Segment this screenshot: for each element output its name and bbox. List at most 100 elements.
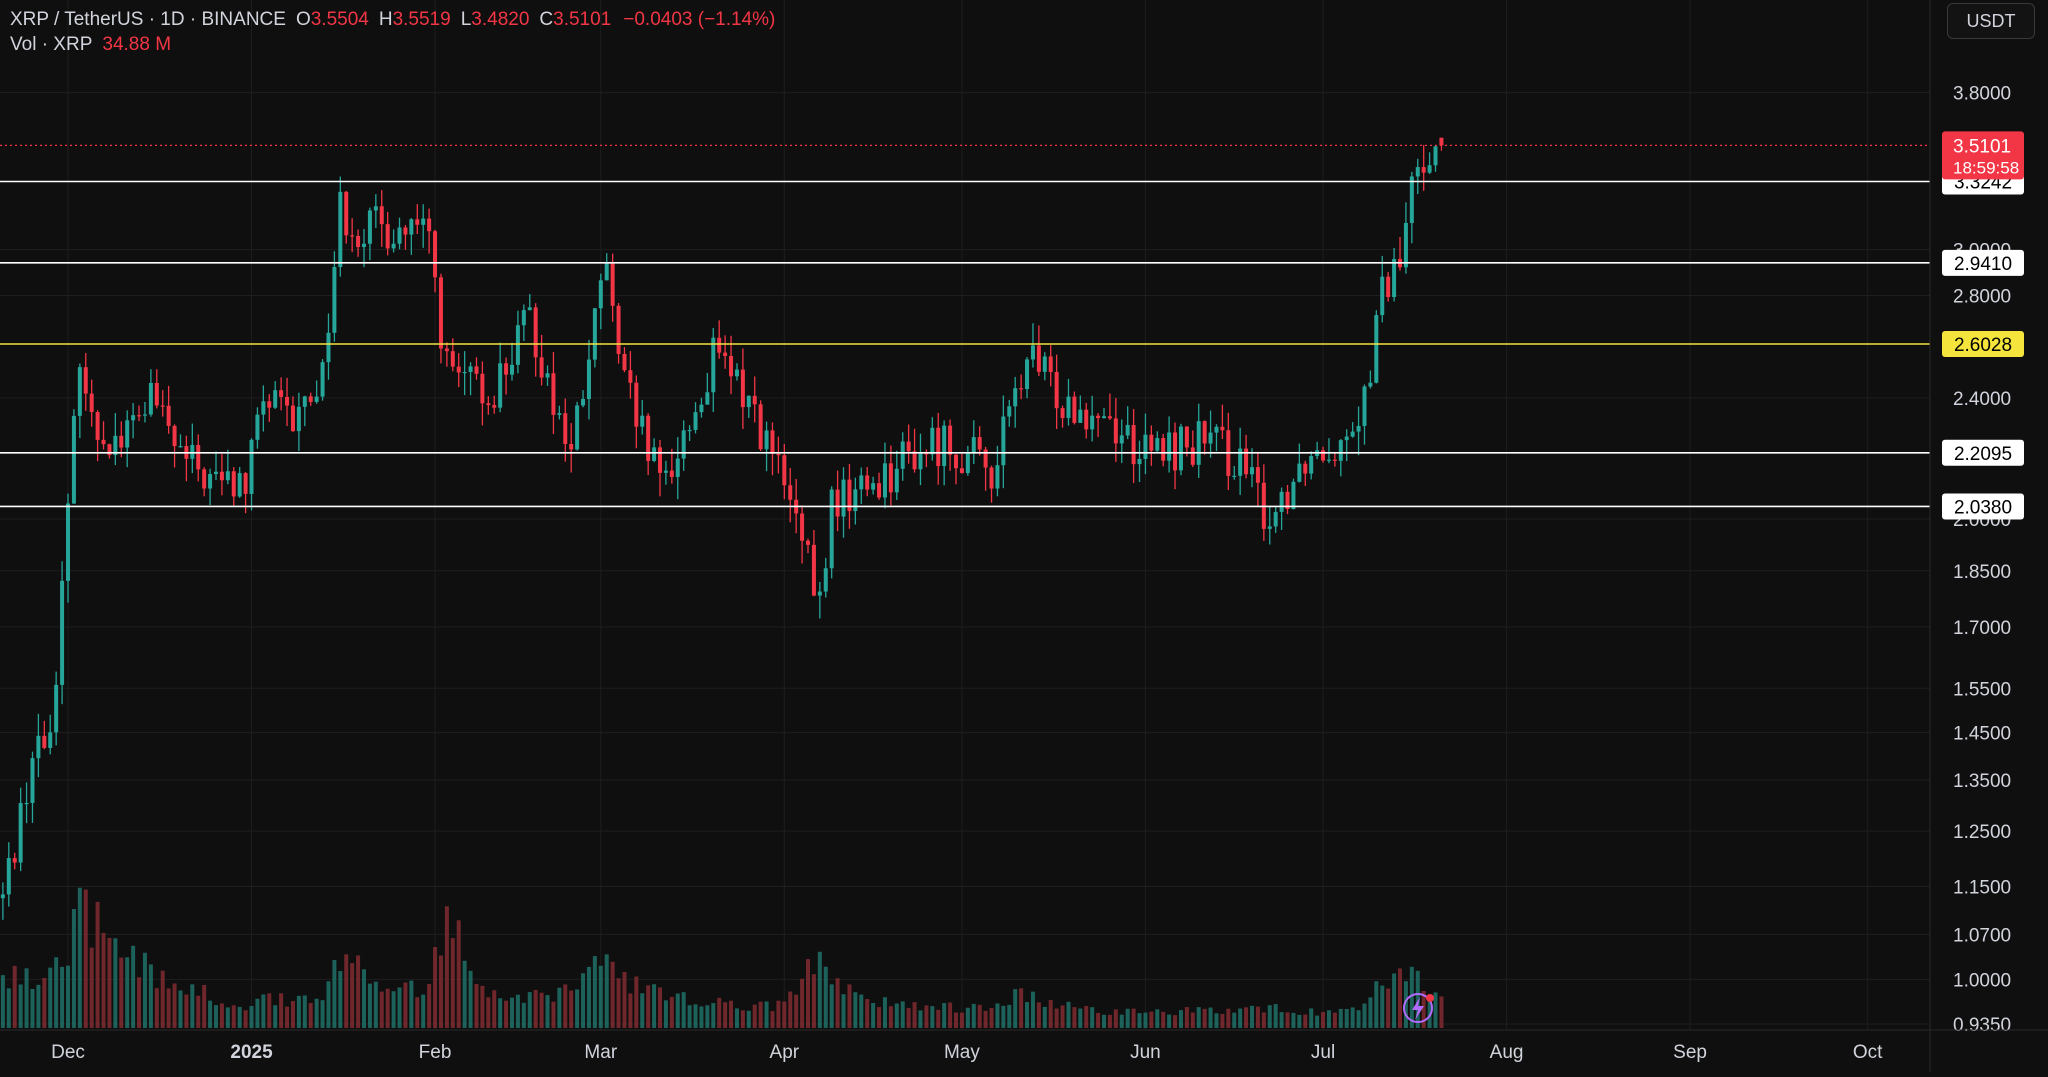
candle-body bbox=[563, 413, 568, 445]
volume-bar bbox=[113, 938, 118, 1028]
volume-bar bbox=[178, 990, 183, 1028]
candle-body bbox=[302, 396, 307, 407]
candle-body bbox=[24, 802, 29, 805]
volume-bar bbox=[1214, 1013, 1219, 1028]
volume-bar bbox=[640, 993, 645, 1028]
y-tick-label: 2.8000 bbox=[1953, 286, 2011, 307]
volume-bar bbox=[871, 1003, 876, 1028]
candle-body bbox=[1214, 426, 1219, 433]
volume-bar bbox=[1344, 1008, 1349, 1028]
x-tick-label: Jul bbox=[1311, 1042, 1335, 1063]
volume-bar bbox=[468, 970, 473, 1028]
x-tick-label: Mar bbox=[584, 1042, 617, 1063]
volume-bar bbox=[1155, 1009, 1160, 1028]
volume-bar bbox=[71, 909, 76, 1028]
candle-body bbox=[918, 452, 923, 470]
candle-body bbox=[847, 479, 852, 512]
volume-bar bbox=[634, 976, 639, 1028]
volume-bar bbox=[36, 984, 41, 1028]
candle-body bbox=[326, 332, 331, 363]
volume-bar bbox=[557, 987, 562, 1028]
volume-bar bbox=[486, 997, 491, 1028]
candle-body bbox=[438, 277, 443, 349]
candle-body bbox=[829, 489, 834, 569]
candle-body bbox=[575, 405, 580, 450]
candle-body bbox=[1155, 438, 1160, 451]
volume-bar bbox=[279, 993, 284, 1028]
volume-bar bbox=[1196, 1007, 1201, 1028]
candle-body bbox=[160, 405, 165, 407]
candle-body bbox=[290, 405, 295, 432]
candle-body bbox=[788, 485, 793, 500]
volume-bar bbox=[6, 988, 11, 1028]
volume-label[interactable]: Vol · XRP bbox=[10, 34, 93, 55]
candle-body bbox=[36, 735, 41, 759]
candle-body bbox=[166, 405, 171, 426]
volume-bar bbox=[480, 985, 485, 1028]
volume-bar bbox=[723, 1002, 728, 1028]
candle-body bbox=[1344, 436, 1349, 441]
candle-body bbox=[492, 405, 497, 408]
volume-bar bbox=[219, 1003, 224, 1028]
open-value: 3.5504 bbox=[310, 9, 369, 30]
candle-body bbox=[610, 262, 615, 306]
volume-bar bbox=[865, 999, 870, 1028]
volume-bar bbox=[172, 983, 177, 1028]
volume-bar bbox=[54, 957, 59, 1028]
level-price-tag bbox=[1942, 249, 2024, 276]
candle-body bbox=[148, 382, 153, 415]
volume-bar bbox=[450, 938, 455, 1028]
candle-body bbox=[30, 758, 35, 803]
volume-bar bbox=[332, 959, 337, 1028]
volume-bar bbox=[1161, 1011, 1166, 1028]
candle-body bbox=[1178, 426, 1183, 471]
candle-body bbox=[557, 413, 562, 415]
volume-bar bbox=[308, 1002, 313, 1028]
x-tick-label: Dec bbox=[51, 1042, 85, 1063]
candle-body bbox=[415, 219, 420, 225]
candle-body bbox=[800, 513, 805, 541]
x-tick-label: Jun bbox=[1130, 1042, 1161, 1063]
candle-body bbox=[285, 396, 290, 406]
candle-body bbox=[1403, 222, 1408, 268]
volume-bar bbox=[764, 1001, 769, 1028]
volume-bar bbox=[533, 989, 538, 1028]
candle-body bbox=[190, 444, 195, 459]
candle-body bbox=[817, 591, 822, 596]
candle-body bbox=[1208, 432, 1213, 444]
candle-body bbox=[1238, 448, 1243, 476]
candle-body bbox=[1392, 259, 1397, 298]
candle-body bbox=[592, 308, 597, 360]
volume-bar bbox=[225, 1007, 230, 1028]
candle-body bbox=[1167, 432, 1172, 461]
currency-button[interactable]: USDT bbox=[1947, 3, 2035, 39]
volume-bar bbox=[267, 993, 272, 1028]
volume-bar bbox=[581, 973, 586, 1028]
volume-bar bbox=[125, 957, 130, 1028]
volume-bar bbox=[160, 970, 165, 1028]
lightning-icon-dot bbox=[1426, 994, 1434, 1002]
volume-bar bbox=[296, 995, 301, 1028]
candle-body bbox=[1125, 425, 1130, 436]
candle-body bbox=[1380, 276, 1385, 316]
candle-body bbox=[1078, 409, 1083, 423]
volume-bar bbox=[1255, 1006, 1260, 1028]
volume-bar bbox=[758, 1001, 763, 1028]
candle-body bbox=[1001, 416, 1006, 466]
volume-bar bbox=[604, 954, 609, 1028]
volume-bar bbox=[776, 1000, 781, 1028]
y-tick-label: 1.1500 bbox=[1953, 878, 2011, 899]
candle-body bbox=[894, 468, 899, 493]
symbol-title[interactable]: XRP / TetherUS · 1D · BINANCE bbox=[10, 9, 286, 30]
x-tick-label: May bbox=[944, 1042, 980, 1063]
volume-bar bbox=[1285, 1012, 1290, 1028]
volume-bar bbox=[1267, 1005, 1272, 1028]
volume-bar bbox=[1030, 991, 1035, 1028]
volume-bar bbox=[841, 994, 846, 1028]
volume-bar bbox=[575, 989, 580, 1028]
candle-body bbox=[1149, 434, 1154, 451]
lightning-icon[interactable] bbox=[1403, 993, 1434, 1023]
high-label: H bbox=[378, 9, 393, 30]
